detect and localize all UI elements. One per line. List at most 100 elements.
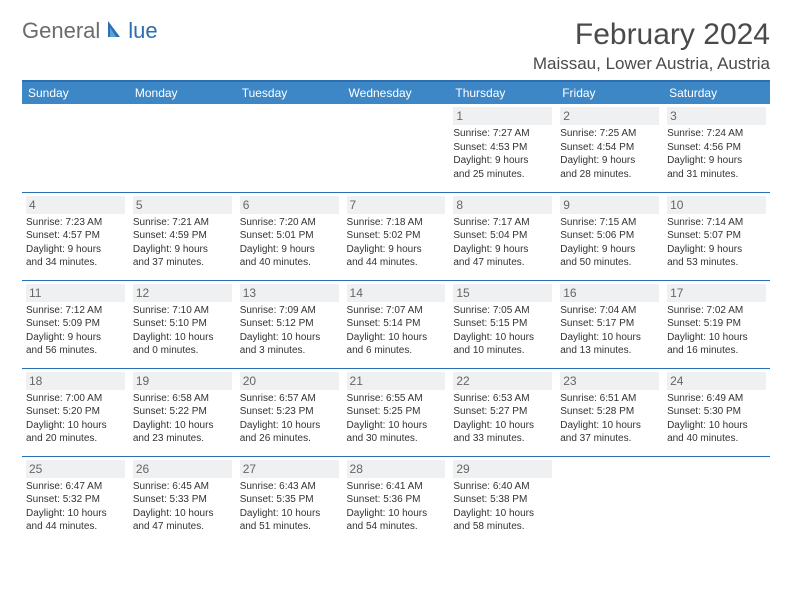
- daylight-text: and 16 minutes.: [667, 344, 766, 358]
- daylight-text: and 47 minutes.: [133, 520, 232, 534]
- sunrise-text: Sunrise: 6:53 AM: [453, 392, 552, 406]
- daylight-text: Daylight: 9 hours: [347, 243, 446, 257]
- day-header: Sunday: [22, 82, 129, 104]
- day-number: 11: [26, 284, 125, 302]
- day-number: 24: [667, 372, 766, 390]
- day-header: Friday: [556, 82, 663, 104]
- sunrise-text: Sunrise: 7:24 AM: [667, 127, 766, 141]
- sunrise-text: Sunrise: 7:12 AM: [26, 304, 125, 318]
- daylight-text: Daylight: 10 hours: [347, 507, 446, 521]
- day-number: 16: [560, 284, 659, 302]
- daylight-text: and 56 minutes.: [26, 344, 125, 358]
- day-header: Thursday: [449, 82, 556, 104]
- daylight-text: and 3 minutes.: [240, 344, 339, 358]
- daylight-text: Daylight: 10 hours: [133, 419, 232, 433]
- calendar-cell: 3Sunrise: 7:24 AMSunset: 4:56 PMDaylight…: [663, 104, 770, 192]
- day-number: 8: [453, 196, 552, 214]
- daylight-text: Daylight: 10 hours: [26, 507, 125, 521]
- sunrise-text: Sunrise: 7:07 AM: [347, 304, 446, 318]
- calendar-cell: 20Sunrise: 6:57 AMSunset: 5:23 PMDayligh…: [236, 368, 343, 456]
- day-number: 2: [560, 107, 659, 125]
- daylight-text: Daylight: 9 hours: [560, 243, 659, 257]
- daylight-text: and 20 minutes.: [26, 432, 125, 446]
- calendar-cell: [663, 456, 770, 544]
- day-number: 7: [347, 196, 446, 214]
- sunset-text: Sunset: 5:15 PM: [453, 317, 552, 331]
- day-number: 13: [240, 284, 339, 302]
- sunrise-text: Sunrise: 6:49 AM: [667, 392, 766, 406]
- sunrise-text: Sunrise: 6:43 AM: [240, 480, 339, 494]
- sunrise-text: Sunrise: 7:02 AM: [667, 304, 766, 318]
- day-number: 20: [240, 372, 339, 390]
- sunset-text: Sunset: 5:28 PM: [560, 405, 659, 419]
- daylight-text: Daylight: 10 hours: [453, 507, 552, 521]
- daylight-text: and 28 minutes.: [560, 168, 659, 182]
- sunrise-text: Sunrise: 6:40 AM: [453, 480, 552, 494]
- sunrise-text: Sunrise: 6:55 AM: [347, 392, 446, 406]
- sunset-text: Sunset: 5:36 PM: [347, 493, 446, 507]
- day-number: 10: [667, 196, 766, 214]
- daylight-text: and 44 minutes.: [347, 256, 446, 270]
- sunset-text: Sunset: 5:07 PM: [667, 229, 766, 243]
- title-block: February 2024 Maissau, Lower Austria, Au…: [533, 18, 770, 74]
- calendar-cell: 10Sunrise: 7:14 AMSunset: 5:07 PMDayligh…: [663, 192, 770, 280]
- sunset-text: Sunset: 5:14 PM: [347, 317, 446, 331]
- daylight-text: and 31 minutes.: [667, 168, 766, 182]
- sunrise-text: Sunrise: 7:10 AM: [133, 304, 232, 318]
- sunset-text: Sunset: 5:27 PM: [453, 405, 552, 419]
- daylight-text: Daylight: 9 hours: [560, 154, 659, 168]
- daylight-text: Daylight: 10 hours: [26, 419, 125, 433]
- sunset-text: Sunset: 5:22 PM: [133, 405, 232, 419]
- logo-sail-icon: [106, 19, 126, 44]
- calendar-cell: [343, 104, 450, 192]
- sunrise-text: Sunrise: 7:27 AM: [453, 127, 552, 141]
- day-number: 22: [453, 372, 552, 390]
- day-number: 6: [240, 196, 339, 214]
- calendar-cell: 18Sunrise: 7:00 AMSunset: 5:20 PMDayligh…: [22, 368, 129, 456]
- sunset-text: Sunset: 5:33 PM: [133, 493, 232, 507]
- sunset-text: Sunset: 5:02 PM: [347, 229, 446, 243]
- calendar-cell: 1Sunrise: 7:27 AMSunset: 4:53 PMDaylight…: [449, 104, 556, 192]
- daylight-text: Daylight: 10 hours: [453, 331, 552, 345]
- day-header: Monday: [129, 82, 236, 104]
- daylight-text: and 58 minutes.: [453, 520, 552, 534]
- daylight-text: and 34 minutes.: [26, 256, 125, 270]
- sunset-text: Sunset: 5:25 PM: [347, 405, 446, 419]
- daylight-text: and 10 minutes.: [453, 344, 552, 358]
- daylight-text: Daylight: 10 hours: [133, 331, 232, 345]
- calendar-row: 11Sunrise: 7:12 AMSunset: 5:09 PMDayligh…: [22, 280, 770, 368]
- day-number: 5: [133, 196, 232, 214]
- day-number: 12: [133, 284, 232, 302]
- calendar-cell: 16Sunrise: 7:04 AMSunset: 5:17 PMDayligh…: [556, 280, 663, 368]
- daylight-text: and 54 minutes.: [347, 520, 446, 534]
- sunset-text: Sunset: 5:12 PM: [240, 317, 339, 331]
- day-number: 9: [560, 196, 659, 214]
- daylight-text: and 33 minutes.: [453, 432, 552, 446]
- sunrise-text: Sunrise: 7:04 AM: [560, 304, 659, 318]
- daylight-text: Daylight: 10 hours: [667, 331, 766, 345]
- daylight-text: Daylight: 10 hours: [560, 419, 659, 433]
- sunset-text: Sunset: 5:35 PM: [240, 493, 339, 507]
- sunrise-text: Sunrise: 7:05 AM: [453, 304, 552, 318]
- daylight-text: and 44 minutes.: [26, 520, 125, 534]
- daylight-text: and 37 minutes.: [560, 432, 659, 446]
- day-number: 18: [26, 372, 125, 390]
- calendar-cell: [236, 104, 343, 192]
- daylight-text: and 53 minutes.: [667, 256, 766, 270]
- calendar-row: 18Sunrise: 7:00 AMSunset: 5:20 PMDayligh…: [22, 368, 770, 456]
- calendar-row: 25Sunrise: 6:47 AMSunset: 5:32 PMDayligh…: [22, 456, 770, 544]
- day-number: 21: [347, 372, 446, 390]
- calendar-cell: 8Sunrise: 7:17 AMSunset: 5:04 PMDaylight…: [449, 192, 556, 280]
- sunrise-text: Sunrise: 6:45 AM: [133, 480, 232, 494]
- sunset-text: Sunset: 5:20 PM: [26, 405, 125, 419]
- daylight-text: Daylight: 9 hours: [26, 331, 125, 345]
- day-number: 1: [453, 107, 552, 125]
- calendar-cell: [22, 104, 129, 192]
- day-number: 17: [667, 284, 766, 302]
- sunrise-text: Sunrise: 7:25 AM: [560, 127, 659, 141]
- calendar-cell: 26Sunrise: 6:45 AMSunset: 5:33 PMDayligh…: [129, 456, 236, 544]
- sunrise-text: Sunrise: 7:09 AM: [240, 304, 339, 318]
- day-number: 4: [26, 196, 125, 214]
- calendar-cell: 7Sunrise: 7:18 AMSunset: 5:02 PMDaylight…: [343, 192, 450, 280]
- sunset-text: Sunset: 4:54 PM: [560, 141, 659, 155]
